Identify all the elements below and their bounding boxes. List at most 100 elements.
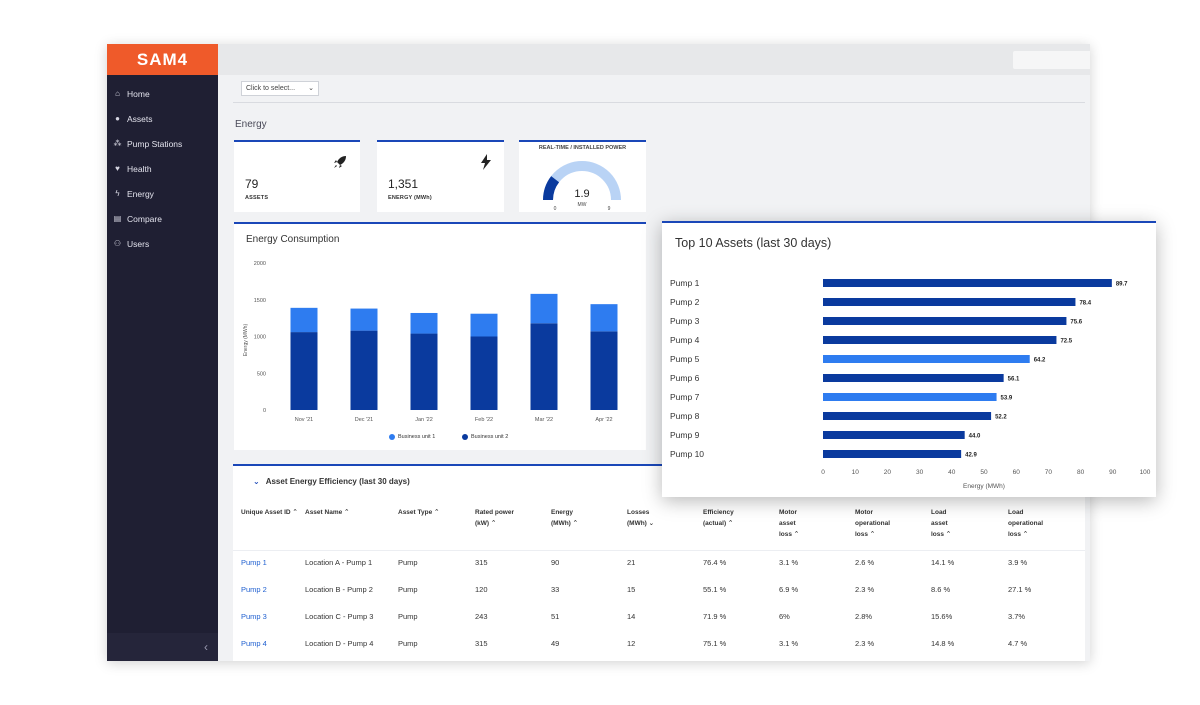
x-tick-label: Mar '22 bbox=[535, 417, 553, 423]
table-cell: 2.3 % bbox=[855, 639, 875, 648]
table-cell: 27.1 % bbox=[1008, 585, 1032, 594]
sidebar-item-energy[interactable]: ϟ Energy bbox=[107, 181, 218, 206]
bar[interactable] bbox=[823, 336, 1057, 344]
bar-segment[interactable] bbox=[470, 336, 498, 411]
bar[interactable] bbox=[823, 431, 965, 439]
column-header[interactable]: Asset Name ⌃ bbox=[305, 509, 350, 516]
data-label: 75.6 bbox=[1070, 320, 1082, 326]
table-cell: 55.1 % bbox=[703, 585, 727, 594]
x-tick-label: Feb '22 bbox=[475, 417, 493, 423]
asset-id-link[interactable]: Pump 3 bbox=[241, 612, 267, 621]
bar-segment[interactable] bbox=[590, 331, 618, 410]
y-tick-label: 1000 bbox=[254, 335, 266, 341]
column-header[interactable]: Motor operational loss ⌃ bbox=[855, 509, 891, 538]
search-input[interactable]: ⌕ bbox=[1013, 51, 1090, 69]
bar[interactable] bbox=[823, 298, 1076, 306]
bolt-icon bbox=[480, 154, 492, 174]
asset-id-link[interactable]: Pump 4 bbox=[241, 639, 267, 648]
kpi-label: ASSETS bbox=[245, 195, 269, 201]
column-header[interactable]: Rated power (kW) ⌃ bbox=[475, 509, 515, 527]
bar[interactable] bbox=[823, 393, 997, 401]
x-tick-label: 50 bbox=[980, 469, 988, 476]
sidebar-item-label: Compare bbox=[127, 213, 162, 224]
y-tick-label: 1500 bbox=[254, 298, 266, 304]
chevron-down-icon: ⌄ bbox=[253, 477, 260, 486]
bar-segment[interactable] bbox=[530, 323, 558, 410]
bar-segment[interactable] bbox=[470, 313, 498, 337]
bar[interactable] bbox=[823, 450, 962, 458]
x-tick-label: 20 bbox=[884, 469, 892, 476]
column-header[interactable]: Motor asset loss ⌃ bbox=[779, 509, 800, 538]
bar-segment[interactable] bbox=[350, 308, 378, 331]
sidebar-item-assets[interactable]: ● Assets bbox=[107, 106, 218, 131]
table-cell: 49 bbox=[551, 639, 560, 648]
x-axis-label: Energy (MWh) bbox=[963, 483, 1005, 490]
table-cell: 71.9 % bbox=[703, 612, 727, 621]
sidebar-item-label: Users bbox=[127, 238, 150, 249]
sidebar-item-pump-stations[interactable]: ⁂ Pump Stations bbox=[107, 131, 218, 156]
category-label: Pump 4 bbox=[670, 335, 700, 345]
x-tick-label: 70 bbox=[1045, 469, 1053, 476]
column-header[interactable]: Load operational loss ⌃ bbox=[1008, 509, 1044, 538]
sidebar-item-home[interactable]: ⌂ Home bbox=[107, 81, 218, 106]
gauge-card: REAL-TIME / INSTALLED POWER 1.9 MW 0 9 bbox=[519, 140, 646, 212]
table-cell: 315 bbox=[475, 639, 488, 648]
gauge-value: 1.9 bbox=[574, 188, 589, 200]
page-title: Energy bbox=[235, 119, 267, 130]
table-cell: 14.1 % bbox=[931, 558, 955, 567]
bar[interactable] bbox=[823, 355, 1030, 363]
table-cell: 14.8 % bbox=[931, 639, 955, 648]
legend-item[interactable]: Business unit 1 bbox=[389, 434, 435, 440]
bar[interactable] bbox=[823, 317, 1067, 325]
bar[interactable] bbox=[823, 374, 1004, 382]
power-gauge: 1.9 MW 0 9 bbox=[543, 161, 621, 212]
column-header[interactable]: Losses (MWh) ⌄ bbox=[627, 509, 655, 527]
legend-swatch bbox=[389, 434, 395, 440]
row-divider bbox=[233, 550, 1085, 551]
x-tick-label: 40 bbox=[948, 469, 956, 476]
bar-segment[interactable] bbox=[530, 293, 558, 324]
bar-segment[interactable] bbox=[350, 330, 378, 410]
sidebar-nav: ⌂ Home ● Assets ⁂ Pump Stations ♥ Health ϟ En… bbox=[107, 81, 218, 256]
asset-select[interactable]: Click to select... ⌄ bbox=[241, 81, 319, 96]
column-header[interactable]: Unique Asset ID ⌃ bbox=[241, 509, 298, 516]
bar[interactable] bbox=[823, 412, 992, 420]
column-header[interactable]: Efficiency (actual) ⌃ bbox=[703, 509, 734, 527]
sidebar-item-compare[interactable]: ▤ Compare bbox=[107, 206, 218, 231]
bar[interactable] bbox=[823, 279, 1112, 287]
chevron-left-icon: ‹ bbox=[204, 640, 208, 654]
sidebar-item-label: Energy bbox=[127, 188, 154, 199]
app-logo[interactable]: SAM4 bbox=[107, 44, 218, 75]
kpi-label: ENERGY (MWh) bbox=[388, 195, 432, 201]
sidebar-item-users[interactable]: ⚇ Users bbox=[107, 231, 218, 256]
bar-segment[interactable] bbox=[290, 307, 318, 333]
asset-id-link[interactable]: Pump 1 bbox=[241, 558, 267, 567]
bar-segment[interactable] bbox=[290, 332, 318, 410]
gauge-unit: MW bbox=[578, 202, 587, 208]
kpi-card-energy: 1,351 ENERGY (MWh) bbox=[377, 140, 504, 212]
x-tick-label: 10 bbox=[852, 469, 860, 476]
table-title-text: Asset Energy Efficiency (last 30 days) bbox=[265, 477, 410, 486]
bar-segment[interactable] bbox=[410, 312, 438, 334]
y-tick-label: 2000 bbox=[254, 261, 266, 267]
energy-consumption-chart: 2000 1500 1000 500 0 Nov '21 Dec '21 Jan '22 Fe… bbox=[243, 261, 618, 423]
sidebar-item-health[interactable]: ♥ Health bbox=[107, 156, 218, 181]
data-label: 44.0 bbox=[969, 434, 981, 440]
table-cell: 90 bbox=[551, 558, 560, 567]
asset-id-link[interactable]: Pump 2 bbox=[241, 585, 267, 594]
legend-item[interactable]: Business unit 2 bbox=[462, 434, 508, 440]
column-header[interactable]: Load asset loss ⌃ bbox=[931, 509, 952, 538]
category-label: Pump 8 bbox=[670, 411, 700, 421]
bar-segment[interactable] bbox=[410, 333, 438, 410]
sidebar-collapse-button[interactable]: ‹ bbox=[107, 633, 218, 661]
table-cell: 15.6% bbox=[931, 612, 953, 621]
category-label: Pump 10 bbox=[670, 449, 704, 459]
table-title[interactable]: ⌄ Asset Energy Efficiency (last 30 days) bbox=[253, 477, 410, 486]
x-tick-label: 100 bbox=[1140, 469, 1151, 476]
column-header[interactable]: Energy (MWh) ⌃ bbox=[551, 509, 579, 527]
column-header[interactable]: Asset Type ⌃ bbox=[398, 509, 440, 516]
bar-segment[interactable] bbox=[590, 304, 618, 332]
y-tick-label: 500 bbox=[257, 371, 266, 377]
table-cell: 3.9 % bbox=[1008, 558, 1028, 567]
kpi-value: 1,351 bbox=[388, 177, 419, 191]
